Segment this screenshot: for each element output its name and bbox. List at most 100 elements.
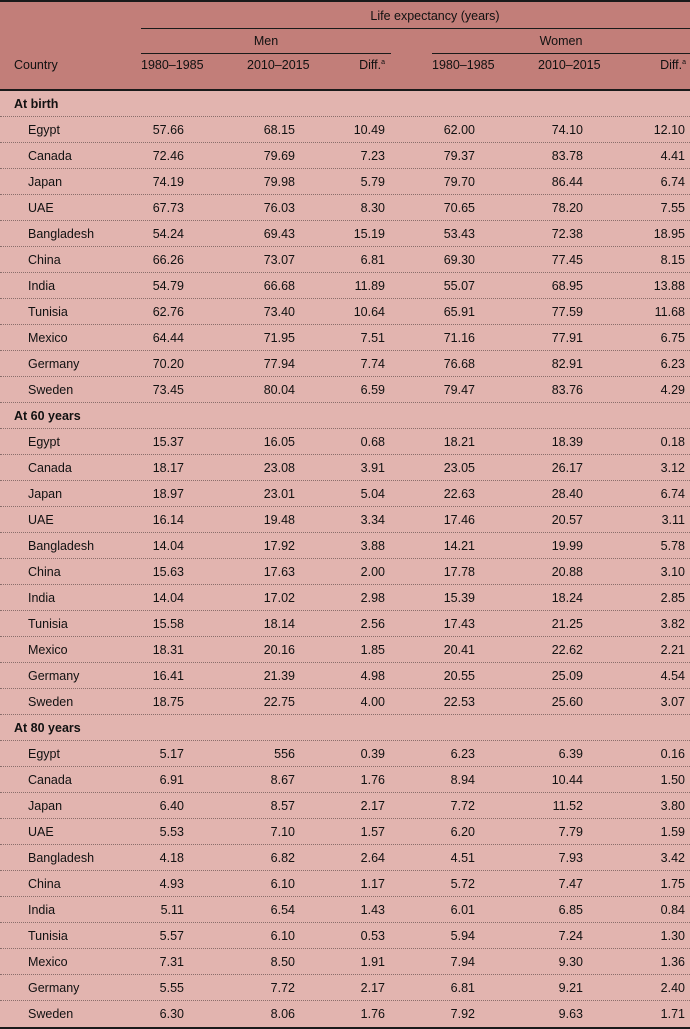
country-cell: Bangladesh bbox=[28, 539, 95, 553]
value-cell-m2010: 80.04 bbox=[263, 383, 295, 397]
table-body: At birth Egypt 57.66 68.15 10.49 62.00 74.10 12… bbox=[0, 91, 690, 1027]
value-cell-m1980: 64.44 bbox=[152, 331, 184, 345]
value-cell-mdiff: 7.51 bbox=[360, 331, 385, 345]
value-cell-m2010: 69.43 bbox=[263, 227, 295, 241]
value-cell-w1980: 53.43 bbox=[443, 227, 475, 241]
value-cell-w1980: 70.65 bbox=[443, 201, 475, 215]
value-cell-w2010: 68.95 bbox=[551, 279, 583, 293]
value-cell-m2010: 21.39 bbox=[263, 669, 295, 683]
value-cell-w1980: 65.91 bbox=[443, 305, 475, 319]
value-cell-mdiff: 10.64 bbox=[353, 305, 385, 319]
country-cell: Mexico bbox=[28, 955, 68, 969]
country-cell: Egypt bbox=[28, 123, 60, 137]
value-cell-w1980: 79.70 bbox=[443, 175, 475, 189]
value-cell-w2010: 18.39 bbox=[551, 435, 583, 449]
country-cell: China bbox=[28, 253, 61, 267]
country-cell: Japan bbox=[28, 175, 63, 189]
value-cell-w1980: 17.78 bbox=[443, 565, 475, 579]
value-cell-wdiff: 11.68 bbox=[654, 305, 685, 319]
value-cell-wdiff: 6.74 bbox=[660, 487, 685, 501]
value-cell-w2010: 83.78 bbox=[551, 149, 583, 163]
country-cell: India bbox=[28, 591, 56, 605]
country-cell: Germany bbox=[28, 669, 80, 683]
value-cell-m2010: 68.15 bbox=[263, 123, 295, 137]
value-cell-m2010: 16.05 bbox=[263, 435, 295, 449]
value-cell-w1980: 8.94 bbox=[450, 773, 475, 787]
value-cell-w2010: 26.17 bbox=[551, 461, 583, 475]
value-cell-mdiff: 2.17 bbox=[360, 981, 385, 995]
value-cell-w1980: 20.55 bbox=[443, 669, 475, 683]
value-cell-mdiff: 2.00 bbox=[360, 565, 385, 579]
value-cell-mdiff: 1.17 bbox=[360, 877, 385, 891]
table-row: Canada 18.17 23.08 3.91 23.05 26.17 3.12 bbox=[0, 455, 690, 481]
country-cell: Japan bbox=[28, 799, 63, 813]
value-cell-m2010: 23.01 bbox=[263, 487, 295, 501]
value-cell-m2010: 76.03 bbox=[263, 201, 295, 215]
value-cell-m1980: 18.17 bbox=[152, 461, 184, 475]
value-cell-mdiff: 1.76 bbox=[360, 1007, 385, 1021]
value-cell-wdiff: 18.95 bbox=[653, 227, 685, 241]
country-cell: Canada bbox=[28, 149, 72, 163]
super-title-rule bbox=[141, 28, 690, 29]
value-cell-wdiff: 2.40 bbox=[660, 981, 685, 995]
value-cell-w1980: 62.00 bbox=[443, 123, 475, 137]
value-cell-m1980: 54.79 bbox=[152, 279, 184, 293]
value-cell-m1980: 4.93 bbox=[159, 877, 184, 891]
table-row: Egypt 57.66 68.15 10.49 62.00 74.10 12.10 bbox=[0, 117, 690, 143]
value-cell-mdiff: 2.98 bbox=[360, 591, 385, 605]
value-cell-m2010: 17.02 bbox=[263, 591, 295, 605]
value-cell-m1980: 54.24 bbox=[152, 227, 184, 241]
value-cell-w2010: 21.25 bbox=[551, 617, 583, 631]
value-cell-wdiff: 5.78 bbox=[660, 539, 685, 553]
table-header: Life expectancy (years) Men Women Countr… bbox=[0, 2, 690, 89]
value-cell-m2010: 6.10 bbox=[270, 877, 295, 891]
value-cell-m2010: 17.92 bbox=[263, 539, 295, 553]
value-cell-mdiff: 6.81 bbox=[360, 253, 385, 267]
table-row: China 4.93 6.10 1.17 5.72 7.47 1.75 bbox=[0, 871, 690, 897]
footnote-marker: a bbox=[381, 58, 385, 66]
value-cell-w2010: 9.63 bbox=[558, 1007, 583, 1021]
value-cell-mdiff: 1.91 bbox=[360, 955, 385, 969]
value-cell-mdiff: 10.49 bbox=[353, 123, 385, 137]
value-cell-w2010: 7.24 bbox=[558, 929, 583, 943]
section-title: At 80 years bbox=[14, 721, 81, 735]
value-cell-mdiff: 8.30 bbox=[360, 201, 385, 215]
value-cell-mdiff: 7.74 bbox=[360, 357, 385, 371]
value-cell-mdiff: 3.88 bbox=[360, 539, 385, 553]
value-cell-mdiff: 4.00 bbox=[360, 695, 385, 709]
value-cell-mdiff: 5.79 bbox=[360, 175, 385, 189]
value-cell-m1980: 5.17 bbox=[159, 747, 184, 761]
country-cell: Mexico bbox=[28, 331, 68, 345]
value-cell-mdiff: 5.04 bbox=[360, 487, 385, 501]
value-cell-wdiff: 13.88 bbox=[653, 279, 685, 293]
value-cell-w2010: 6.85 bbox=[558, 903, 583, 917]
table-row: Tunisia 15.58 18.14 2.56 17.43 21.25 3.82 bbox=[0, 611, 690, 637]
value-cell-wdiff: 3.11 bbox=[661, 513, 685, 527]
table-row: India 14.04 17.02 2.98 15.39 18.24 2.85 bbox=[0, 585, 690, 611]
value-cell-m2010: 6.82 bbox=[270, 851, 295, 865]
value-cell-wdiff: 3.07 bbox=[660, 695, 685, 709]
col-men-1980: 1980–1985 bbox=[141, 58, 204, 72]
table-row: China 15.63 17.63 2.00 17.78 20.88 3.10 bbox=[0, 559, 690, 585]
value-cell-wdiff: 3.10 bbox=[660, 565, 685, 579]
value-cell-w1980: 15.39 bbox=[443, 591, 475, 605]
value-cell-mdiff: 2.64 bbox=[360, 851, 385, 865]
value-cell-mdiff: 4.98 bbox=[360, 669, 385, 683]
value-cell-w2010: 74.10 bbox=[551, 123, 583, 137]
table-row: Tunisia 5.57 6.10 0.53 5.94 7.24 1.30 bbox=[0, 923, 690, 949]
value-cell-mdiff: 2.56 bbox=[360, 617, 385, 631]
value-cell-m2010: 18.14 bbox=[263, 617, 295, 631]
col-women-2010: 2010–2015 bbox=[538, 58, 601, 72]
value-cell-m2010: 79.98 bbox=[263, 175, 295, 189]
women-rule bbox=[432, 53, 690, 54]
value-cell-m2010: 66.68 bbox=[263, 279, 295, 293]
table-row: Sweden 6.30 8.06 1.76 7.92 9.63 1.71 bbox=[0, 1001, 690, 1027]
country-cell: Bangladesh bbox=[28, 851, 95, 865]
value-cell-m1980: 66.26 bbox=[152, 253, 184, 267]
table-row: Germany 16.41 21.39 4.98 20.55 25.09 4.54 bbox=[0, 663, 690, 689]
value-cell-mdiff: 1.85 bbox=[360, 643, 385, 657]
value-cell-mdiff: 0.68 bbox=[360, 435, 385, 449]
value-cell-wdiff: 4.41 bbox=[660, 149, 685, 163]
value-cell-wdiff: 1.71 bbox=[660, 1007, 685, 1021]
